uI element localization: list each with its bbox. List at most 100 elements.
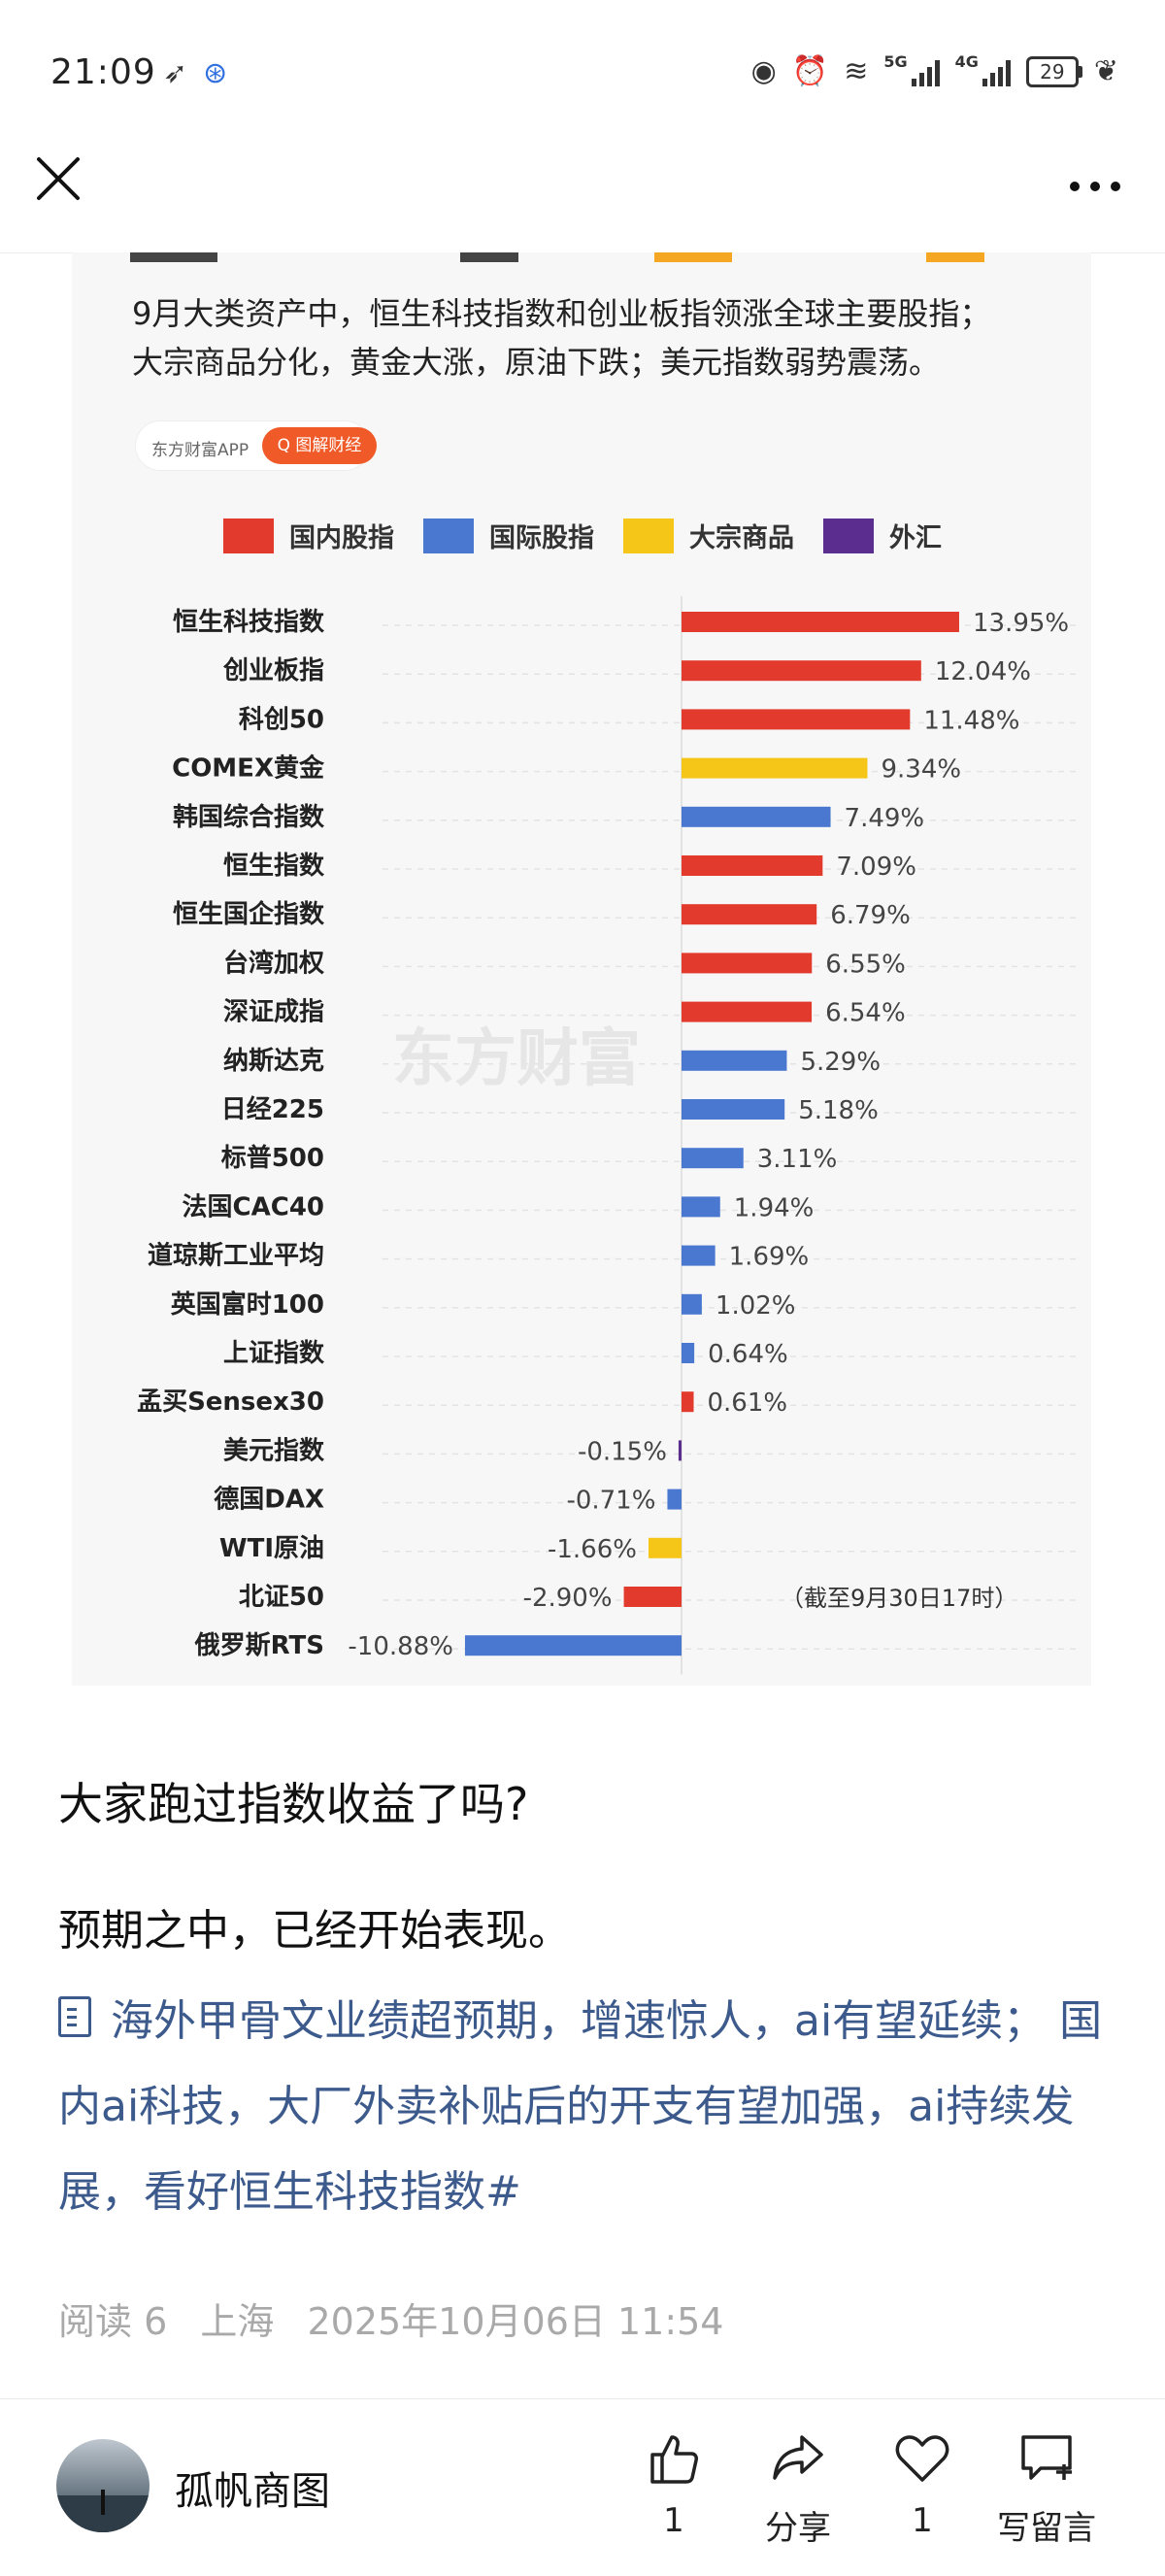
article-meta: 阅读 6 上海 2025年10月06日 11:54 [58, 2292, 745, 2345]
alarm-icon: ⏰ [791, 54, 829, 88]
wifi-icon: ≋ [844, 54, 869, 88]
category-label: 日经225 [221, 1094, 324, 1124]
category-label: 德国DAX [214, 1486, 324, 1515]
category-label: COMEX黄金 [172, 753, 325, 784]
signal-4g-icon [982, 57, 1011, 86]
thumbs-up-icon [650, 2435, 698, 2484]
article-tagged-text[interactable]: 海外甲骨文业绩超预期，增速惊人，ai有望延续； 国内ai科技，大厂外卖补贴后的开… [58, 1979, 1116, 2235]
app-notification-icon: ⊛ [203, 56, 228, 90]
category-label: 道琼斯工业平均 [148, 1241, 324, 1271]
category-label: 科创50 [239, 705, 324, 734]
bar [682, 709, 911, 730]
status-bar: 21:09 ➶ ⊛ ◉ ⏰ ≋ 5G 4G 29 ❦ [0, 0, 1165, 146]
category-label: 孟买Sensex30 [137, 1388, 324, 1417]
value-label: 0.64% [708, 1340, 788, 1369]
legend-item-commodity: 大宗商品 [623, 517, 794, 554]
bar [682, 1293, 702, 1315]
favorite-count: 1 [912, 2501, 933, 2540]
value-label: -10.88% [348, 1632, 453, 1661]
bar [682, 1343, 695, 1363]
bar [682, 1245, 716, 1266]
close-button[interactable] [33, 153, 83, 204]
legend-swatch-domestic [223, 518, 274, 553]
network-4g-label: 4G [954, 52, 979, 71]
value-label: 1.69% [729, 1243, 810, 1272]
bar [682, 1099, 785, 1120]
bar [682, 855, 823, 876]
legend-swatch-forex [823, 518, 874, 553]
read-count: 阅读 6 [58, 2300, 168, 2343]
legend-label-commodity: 大宗商品 [689, 523, 794, 553]
bar [648, 1537, 682, 1558]
value-label: 1.02% [716, 1291, 796, 1321]
author-name[interactable]: 孤帆商图 [175, 2469, 330, 2514]
bar [678, 1440, 682, 1461]
heart-icon [895, 2435, 949, 2482]
source-name: 东方财富APP [151, 441, 250, 460]
category-label: WTI原油 [219, 1534, 324, 1563]
legend-swatch-international [423, 518, 474, 553]
comment-button[interactable]: 写留言 [988, 2427, 1105, 2549]
category-label: 台湾加权 [223, 948, 324, 978]
value-label: -1.66% [548, 1535, 637, 1564]
chart-title: 9月大类资产中，恒生科技指数和创业板指领涨全球主要股指； 大宗商品分化，黄金大涨… [132, 289, 1064, 386]
legend-item-forex: 外汇 [823, 517, 942, 554]
bar [682, 953, 813, 974]
bar [623, 1587, 682, 1607]
article-paragraph: 预期之中，已经开始表现。 [58, 1906, 571, 1956]
bar [682, 1391, 694, 1413]
watermark-text: 东方财富 [392, 1023, 641, 1095]
bar-chart: 东方财富 恒生科技指数 13.95% 创业板指 12.04% 科创50 11.48% COME… [137, 596, 1082, 1675]
value-label: 13.95% [973, 609, 1069, 638]
value-label: 9.34% [881, 755, 961, 785]
legend-item-international: 国际股指 [423, 517, 594, 554]
value-label: 7.09% [836, 853, 916, 882]
category-label: 英国富时100 [171, 1289, 324, 1320]
comment-add-icon [1021, 2435, 1072, 2480]
value-label: -2.90% [523, 1584, 613, 1613]
value-label: -0.71% [566, 1487, 655, 1516]
bar [682, 1050, 787, 1071]
source-tag: Q 图解财经 [262, 427, 377, 464]
share-label: 分享 [765, 2509, 831, 2548]
favorite-button[interactable]: 1 [864, 2427, 981, 2540]
bar [682, 1148, 744, 1169]
category-label: 北证50 [239, 1583, 324, 1612]
bar [667, 1489, 682, 1510]
share-button[interactable]: 分享 [740, 2427, 856, 2549]
tagged-text[interactable]: 海外甲骨文业绩超预期，增速惊人，ai有望延续； 国内ai科技，大厂外卖补贴后的开… [58, 1996, 1103, 2217]
bar [682, 1196, 720, 1218]
value-label: 11.48% [923, 706, 1019, 735]
status-time: 21:09 [50, 52, 156, 92]
close-icon [37, 157, 80, 200]
chart-image[interactable]: 9月大类资产中，恒生科技指数和创业板指领涨全球主要股指； 大宗商品分化，黄金大涨… [72, 252, 1091, 1686]
nav-bar [0, 146, 1165, 253]
value-label: 6.79% [830, 901, 911, 930]
chart-legend: 国内股指 国际股指 大宗商品 外汇 [223, 517, 942, 554]
status-indicators: ◉ ⏰ ≋ 5G 4G 29 ❦ [751, 52, 1118, 88]
network-5g-label: 5G [883, 52, 908, 71]
share-icon [773, 2435, 823, 2480]
leaf-icon: ❦ [1093, 54, 1118, 88]
category-label: 创业板指 [222, 656, 324, 686]
chart-title-line2: 大宗商品分化，黄金大涨，原油下跌；美元指数弱势震荡。 [132, 344, 941, 381]
category-label: 纳斯达克 [223, 1046, 324, 1076]
post-datetime: 2025年10月06日 11:54 [307, 2300, 724, 2343]
bottom-action-bar [0, 2398, 1165, 2576]
category-label: 美元指数 [223, 1435, 325, 1465]
more-button[interactable] [1068, 171, 1122, 193]
author-avatar[interactable] [56, 2439, 150, 2532]
value-label: 1.94% [734, 1193, 815, 1222]
value-label: 6.54% [825, 999, 906, 1028]
bar [682, 612, 959, 632]
value-label: 7.49% [845, 804, 925, 833]
source-pill: 东方财富APP Q 图解财经 [136, 421, 377, 470]
bar [682, 1001, 813, 1022]
more-icon [1070, 182, 1120, 191]
legend-item-domestic: 国内股指 [223, 517, 394, 554]
like-button[interactable]: 1 [616, 2427, 732, 2540]
document-icon [58, 1996, 91, 2037]
legend-label-forex: 外汇 [889, 523, 942, 553]
battery-icon: 29 [1025, 55, 1082, 87]
category-label: 恒生指数 [223, 852, 325, 881]
